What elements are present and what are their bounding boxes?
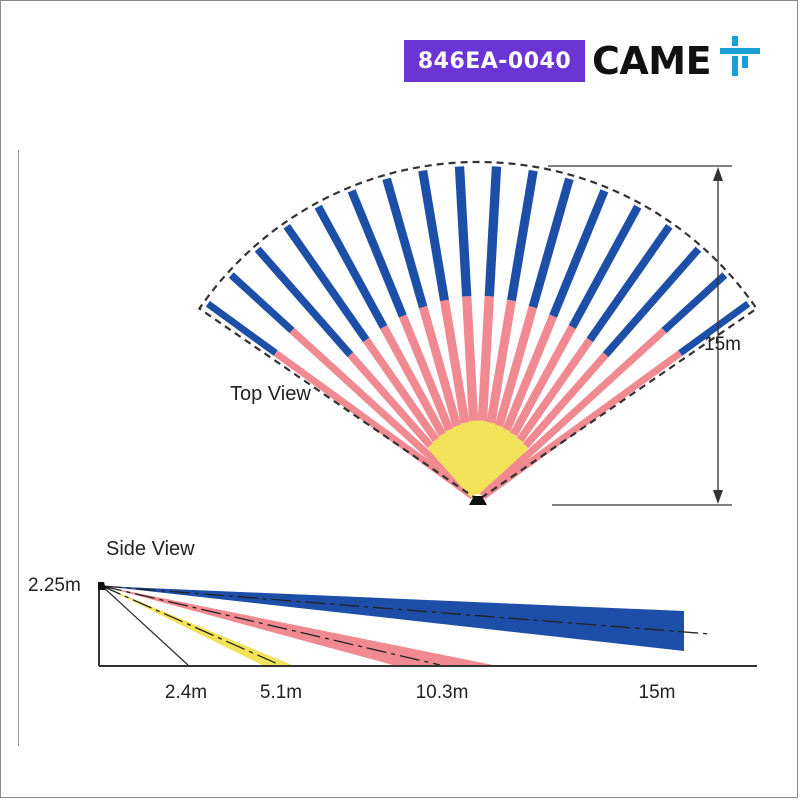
fan-beam-far-segment	[347, 189, 407, 318]
left-divider	[18, 150, 19, 746]
mid-beam	[102, 586, 493, 665]
fan-beam-far-segment	[418, 169, 449, 302]
fan-beam-far-segment	[568, 204, 642, 329]
fan-beam-mid-segment	[510, 325, 576, 437]
came-t-logo-icon	[720, 36, 760, 76]
fan-beam-far-segment	[661, 272, 728, 334]
near-beam-axis	[101, 585, 281, 666]
fan-outline	[197, 160, 759, 502]
fan-beam-mid-segment	[494, 305, 538, 428]
near-beam	[102, 586, 292, 665]
far-beam	[102, 586, 684, 651]
fan-beam-mid-segment	[502, 314, 558, 432]
fan-beam-mid-segment	[522, 352, 609, 449]
fan-beam-far-segment	[528, 177, 574, 309]
fan-beam-far-segment	[484, 166, 502, 297]
distance-label-2-4m: 2.4m	[164, 682, 208, 703]
fan-beam-mid-segment	[273, 350, 476, 500]
fan-beam-far-segment	[228, 272, 295, 334]
fan-beam-mid-segment	[480, 350, 683, 500]
range-dimension	[548, 165, 732, 506]
fan-beam-far-segment	[507, 169, 538, 302]
fan-beam-mid-segment	[477, 295, 494, 421]
product-code-badge: 846EA-0040	[404, 40, 585, 82]
fan-beam-mid-segment	[289, 327, 477, 499]
fan-beam-mid-segment	[347, 352, 434, 449]
fan-beam-mid-segment	[398, 314, 454, 432]
fan-beam-far-segment	[586, 223, 673, 343]
fan-beam-mid-segment	[380, 325, 446, 437]
range-label: 15m	[704, 334, 741, 355]
fan-beam-mid-segment	[440, 299, 470, 424]
distance-label-10-3m: 10.3m	[415, 682, 469, 703]
distance-label-15m: 15m	[638, 682, 676, 703]
fan-beam-mid-segment	[516, 337, 594, 442]
fan-beam-mid-segment	[362, 337, 440, 442]
fan-beam-far-segment	[454, 166, 472, 297]
top-view-fan	[205, 166, 751, 500]
sensor-icon	[469, 496, 487, 505]
side-view-beams	[98, 582, 757, 667]
fan-beam-far-segment	[205, 300, 278, 356]
brand-name: CAME	[592, 39, 712, 83]
fan-beam-far-segment	[283, 223, 370, 343]
distance-label-5-1m: 5.1m	[259, 682, 303, 703]
nearest-beam-line	[101, 585, 189, 666]
side-view-label: Side View	[106, 538, 195, 560]
fan-beam-far-segment	[314, 204, 388, 329]
fan-beam-far-segment	[549, 189, 609, 318]
fan-beam-mid-segment	[418, 305, 462, 428]
fan-beam-far-segment	[602, 246, 702, 358]
fan-beam-mid-segment	[479, 327, 667, 499]
fan-beam-mid-segment	[462, 295, 479, 421]
mid-beam-axis	[101, 585, 441, 666]
top-view-label: Top View	[230, 383, 311, 405]
fan-beam-far-segment	[382, 177, 428, 309]
fan-beam-far-segment	[678, 300, 751, 356]
mount-height-label: 2.25m	[28, 575, 81, 596]
fan-beam-mid-segment	[486, 299, 516, 424]
fan-beam-far-segment	[254, 246, 354, 358]
side-sensor-icon	[98, 582, 106, 590]
